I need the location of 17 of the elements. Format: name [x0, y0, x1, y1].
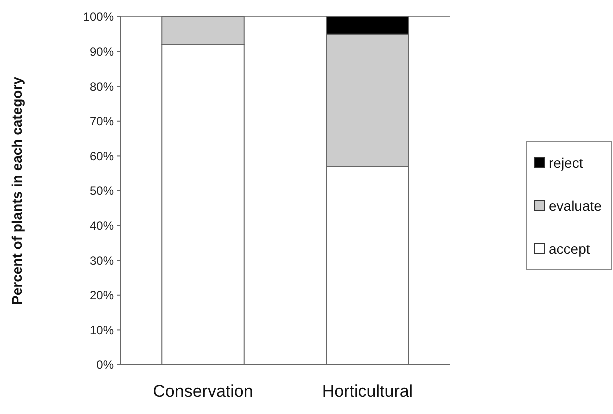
- y-tick-label: 30%: [90, 254, 114, 268]
- y-tick-label: 20%: [90, 288, 114, 303]
- y-axis-title: Percent of plants in each category: [9, 76, 25, 305]
- y-tick-label: 10%: [90, 323, 114, 338]
- legend-label: evaluate: [549, 198, 602, 214]
- x-tick-label: Conservation: [153, 382, 254, 401]
- x-tick-label: Horticultural: [322, 382, 414, 401]
- y-tick-label: 0%: [96, 358, 114, 372]
- y-tick-label: 100%: [83, 10, 114, 24]
- y-tick-label: 40%: [90, 219, 114, 233]
- y-tick-label: 80%: [90, 80, 114, 94]
- y-tick-label: 70%: [90, 114, 114, 129]
- y-tick-label: 90%: [90, 45, 114, 59]
- text: accept: [549, 240, 590, 257]
- y-tick-label: 50%: [90, 184, 114, 198]
- legend-label: reject: [549, 154, 584, 171]
- y-tick-label: 60%: [90, 149, 114, 164]
